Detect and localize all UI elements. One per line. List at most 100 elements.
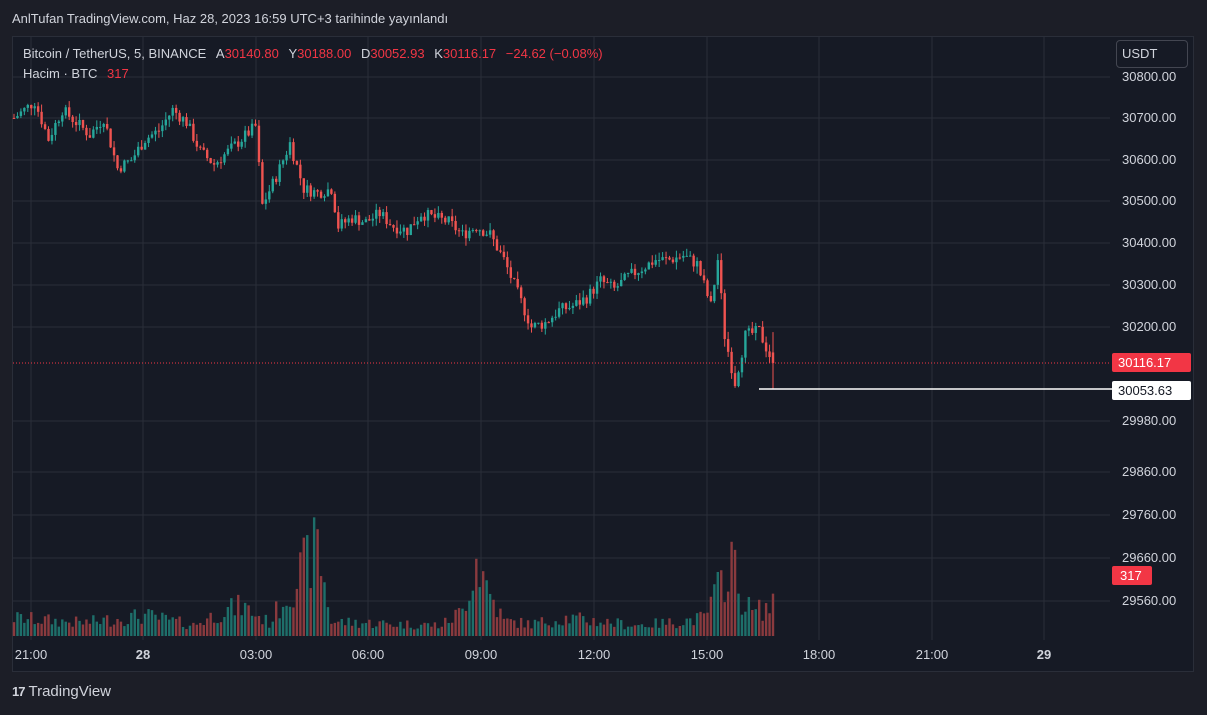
volume-bar (330, 623, 333, 636)
candle (602, 274, 606, 289)
candle (143, 140, 147, 150)
candle (130, 157, 133, 162)
volume-bar (119, 621, 123, 636)
candle (713, 284, 716, 304)
candle (495, 235, 499, 251)
symbol-name[interactable]: Bitcoin / TetherUS, 5, BINANCE (23, 46, 207, 61)
volume-bar (413, 629, 416, 636)
volume-bar (302, 537, 305, 636)
volume-bar (478, 587, 481, 636)
volume-bar (720, 570, 723, 636)
volume-bar (161, 612, 164, 636)
volume-bar (364, 622, 368, 636)
volume-label[interactable]: Hacim · BTC (23, 66, 98, 81)
candle (312, 187, 316, 199)
volume-bar (299, 552, 302, 636)
candle (319, 189, 323, 199)
axis-ticks: 30800.00 30700.00 30600.00 30500.00 30400.00… (15, 69, 1177, 662)
candle (706, 278, 709, 298)
candle (771, 332, 775, 390)
volume-bar (195, 624, 199, 636)
candle (740, 354, 744, 378)
candle (526, 308, 530, 330)
candle (640, 267, 644, 279)
candle (212, 159, 216, 172)
candle (16, 112, 19, 119)
marker-price-label: 30053.63 (1112, 381, 1191, 400)
candle (71, 114, 74, 128)
candle (140, 140, 143, 151)
candle (174, 104, 178, 120)
candle (626, 272, 630, 278)
candle (92, 126, 95, 139)
volume-bar (78, 620, 81, 636)
volume-bar (371, 627, 374, 636)
candle (368, 215, 371, 221)
volume-bar (416, 628, 419, 636)
candle (219, 156, 223, 169)
candle (457, 228, 461, 237)
candle (675, 250, 678, 270)
volume-bar (761, 620, 764, 636)
candle (178, 110, 181, 126)
candle (137, 141, 140, 158)
volume-bar (133, 609, 136, 636)
volume-bar (423, 622, 426, 636)
volume-bar (640, 624, 644, 636)
volume-bar (492, 599, 495, 636)
volume-bar (278, 618, 281, 636)
volume-bar (261, 624, 264, 636)
volume-bar (375, 626, 378, 636)
x-tick-label: 18:00 (803, 647, 836, 662)
candle (485, 230, 488, 237)
currency-button[interactable]: USDT (1116, 40, 1188, 68)
volume-bar (88, 623, 92, 636)
candle (633, 264, 637, 280)
volume-bar (230, 598, 233, 636)
volume-bar (561, 625, 564, 636)
chart-frame[interactable] (12, 36, 1194, 672)
volume-bar (616, 618, 619, 636)
candle (571, 302, 575, 314)
volume-bar (575, 615, 578, 636)
volume-bar (292, 607, 295, 636)
candle (209, 157, 212, 164)
volume-bar (357, 627, 361, 636)
candle (47, 126, 50, 142)
volume-bar (678, 625, 682, 636)
candle (33, 102, 36, 116)
volume-bar (433, 622, 437, 636)
candle (81, 119, 85, 131)
volume-bar (109, 626, 112, 636)
volume-bar (192, 622, 195, 636)
volume-bar (692, 625, 695, 636)
candle (585, 294, 588, 308)
candle (226, 144, 230, 157)
volume-bar (344, 625, 347, 636)
candle (588, 284, 592, 306)
candle (554, 309, 557, 321)
candle (271, 176, 274, 194)
volume-bar (726, 591, 730, 636)
open-value: 30140.80 (224, 46, 279, 61)
y-tick-label: 30700.00 (1122, 110, 1176, 125)
candle (381, 208, 385, 220)
volume-bar (74, 616, 78, 636)
candle (692, 253, 695, 272)
candle (595, 276, 599, 299)
candle (116, 154, 119, 171)
candle (689, 251, 692, 257)
candle (651, 255, 654, 269)
open-label: A (215, 46, 225, 61)
volume-bar (661, 618, 664, 636)
x-tick-label: 28 (136, 647, 150, 662)
volume-bar (733, 549, 737, 636)
volume-bar (257, 616, 261, 636)
candle (433, 208, 437, 223)
candle (354, 210, 357, 225)
volume-bar (306, 535, 309, 636)
candle (40, 104, 43, 128)
tradingview-brand[interactable]: 17 TradingView (12, 683, 111, 700)
volume-bar (178, 616, 181, 636)
